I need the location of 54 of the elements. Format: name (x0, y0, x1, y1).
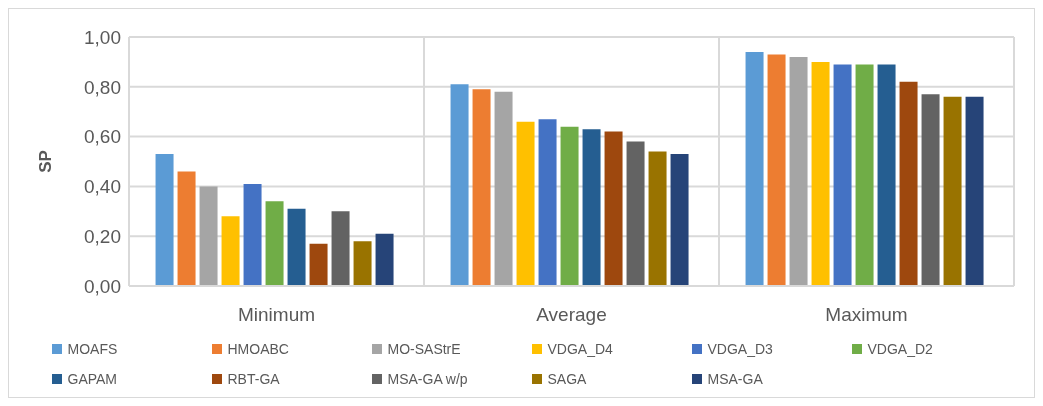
bar (199, 186, 218, 286)
bar (670, 154, 689, 286)
bar (450, 84, 469, 286)
legend-label: RBT-GA (227, 371, 280, 387)
bar (899, 81, 918, 286)
bar (877, 64, 896, 286)
legend-label: VDGA_D3 (707, 341, 773, 357)
bar (604, 131, 623, 286)
bar (472, 89, 491, 286)
y-tick-label: 0,40 (84, 176, 121, 198)
bar (626, 141, 645, 286)
y-tick-label: 0,20 (84, 225, 121, 247)
bar (745, 51, 764, 286)
legend-label: MO-SAStrE (387, 341, 461, 357)
legend-label: MOAFS (67, 341, 118, 357)
bar (375, 233, 394, 286)
bar (943, 96, 962, 286)
bar (560, 126, 579, 286)
bar (538, 119, 557, 286)
bar (494, 91, 513, 286)
legend-label: MSA-GA (707, 371, 763, 387)
bar (811, 61, 830, 286)
bar (331, 211, 350, 286)
y-tick-label: 0,00 (84, 275, 121, 297)
legend-label: GAPAM (67, 371, 118, 387)
bar (516, 121, 535, 286)
x-tick-label: Maximum (825, 304, 908, 326)
bar (265, 201, 284, 286)
legend-label: VDGA_D2 (867, 341, 933, 357)
bar (833, 64, 852, 286)
legend-label: VDGA_D4 (547, 341, 613, 357)
bar (965, 96, 984, 286)
bar (287, 208, 306, 286)
bar (177, 171, 196, 286)
bar (582, 129, 601, 286)
bar (648, 151, 667, 286)
y-tick-label: 1,00 (84, 26, 121, 48)
y-axis-title: SP (36, 150, 56, 173)
bar (855, 64, 874, 286)
bar (353, 241, 372, 286)
legend-label: MSA-GA w/p (387, 371, 468, 387)
bar (221, 216, 240, 286)
x-tick-label: Minimum (237, 304, 316, 326)
x-tick-label: Average (536, 304, 607, 326)
bar (243, 183, 262, 286)
bar (789, 56, 808, 286)
legend-label: HMOABC (227, 341, 289, 357)
bar (155, 154, 174, 286)
y-tick-label: 0,60 (84, 126, 121, 148)
bar (921, 94, 940, 286)
bar (767, 54, 786, 286)
bar (309, 243, 328, 286)
y-tick-label: 0,80 (84, 76, 121, 98)
legend-label: SAGA (547, 371, 587, 387)
